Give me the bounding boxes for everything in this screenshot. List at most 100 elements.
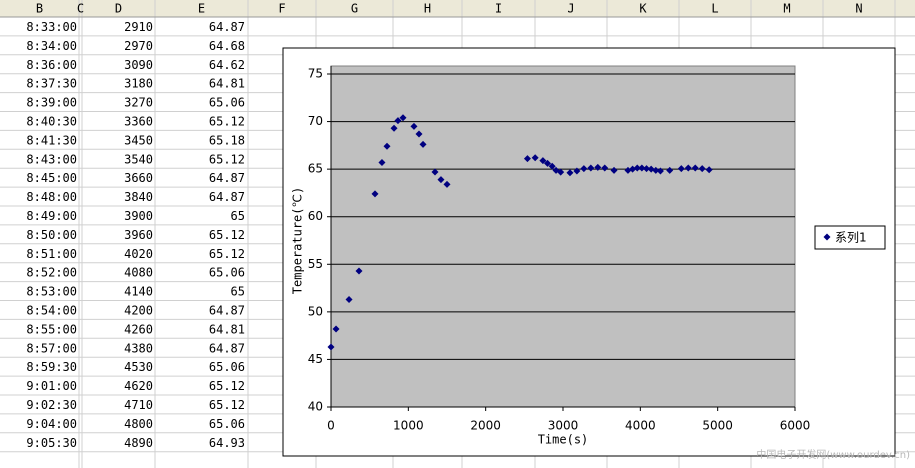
- column-header[interactable]: N: [855, 2, 862, 16]
- cell[interactable]: 65: [231, 209, 245, 223]
- column-header[interactable]: D: [115, 2, 122, 16]
- cell[interactable]: 64.68: [209, 39, 245, 53]
- cell[interactable]: 4380: [124, 341, 153, 355]
- cell[interactable]: 8:52:00: [26, 266, 77, 280]
- cell[interactable]: 64.81: [209, 77, 245, 91]
- point: [684, 164, 692, 172]
- cell[interactable]: 65.18: [209, 133, 245, 147]
- column-header[interactable]: M: [783, 2, 790, 16]
- cell[interactable]: 4080: [124, 266, 153, 280]
- column-header[interactable]: C: [77, 2, 84, 16]
- cell[interactable]: 64.93: [209, 436, 245, 450]
- cell[interactable]: 8:48:00: [26, 190, 77, 204]
- cell[interactable]: 8:37:30: [26, 77, 77, 91]
- point: [390, 124, 398, 132]
- cell[interactable]: 65.12: [209, 398, 245, 412]
- cell[interactable]: 8:51:00: [26, 247, 77, 261]
- column-header[interactable]: B: [36, 2, 43, 16]
- cell[interactable]: 8:34:00: [26, 39, 77, 53]
- point: [610, 166, 618, 174]
- cell[interactable]: 3360: [124, 114, 153, 128]
- column-header[interactable]: F: [278, 2, 285, 16]
- cell[interactable]: 8:43:00: [26, 152, 77, 166]
- cell[interactable]: 8:59:30: [26, 360, 77, 374]
- column-header[interactable]: K: [639, 2, 647, 16]
- cell[interactable]: 4260: [124, 322, 153, 336]
- x-tick-label: 3000: [548, 419, 579, 433]
- cell[interactable]: 65: [231, 285, 245, 299]
- point: [378, 158, 386, 166]
- point: [633, 164, 641, 172]
- cell[interactable]: 8:39:00: [26, 96, 77, 110]
- cell[interactable]: 9:04:00: [26, 417, 77, 431]
- cell[interactable]: 8:55:00: [26, 322, 77, 336]
- cell[interactable]: 3270: [124, 96, 153, 110]
- cell[interactable]: 9:01:00: [26, 379, 77, 393]
- cell[interactable]: 65.06: [209, 266, 245, 280]
- cell[interactable]: 8:53:00: [26, 285, 77, 299]
- cell[interactable]: 8:54:00: [26, 303, 77, 317]
- cell[interactable]: 8:57:00: [26, 341, 77, 355]
- cell[interactable]: 4710: [124, 398, 153, 412]
- cell[interactable]: 8:36:00: [26, 58, 77, 72]
- cell[interactable]: 65.12: [209, 114, 245, 128]
- cell[interactable]: 64.87: [209, 341, 245, 355]
- x-axis-label: Time(s): [538, 433, 589, 447]
- cell[interactable]: 2910: [124, 20, 153, 34]
- cell[interactable]: 4020: [124, 247, 153, 261]
- column-header[interactable]: I: [495, 2, 502, 16]
- cell[interactable]: 64.62: [209, 58, 245, 72]
- cell[interactable]: 3840: [124, 190, 153, 204]
- point: [698, 165, 706, 173]
- cell[interactable]: 65.12: [209, 228, 245, 242]
- cell[interactable]: 9:02:30: [26, 398, 77, 412]
- cell[interactable]: 8:49:00: [26, 209, 77, 223]
- cell[interactable]: 65.12: [209, 152, 245, 166]
- cell[interactable]: 9:05:30: [26, 436, 77, 450]
- cell[interactable]: 3960: [124, 228, 153, 242]
- point: [587, 164, 595, 172]
- point: [415, 130, 423, 138]
- cell[interactable]: 8:33:00: [26, 20, 77, 34]
- point: [601, 164, 609, 172]
- cell[interactable]: 2970: [124, 39, 153, 53]
- legend-marker: [823, 233, 831, 241]
- cell[interactable]: 64.87: [209, 171, 245, 185]
- cell[interactable]: 64.87: [209, 20, 245, 34]
- column-header[interactable]: L: [711, 2, 718, 16]
- cell[interactable]: 64.87: [209, 303, 245, 317]
- cell[interactable]: 4530: [124, 360, 153, 374]
- cell[interactable]: 8:45:00: [26, 171, 77, 185]
- cell[interactable]: 3180: [124, 77, 153, 91]
- cell[interactable]: 8:41:30: [26, 133, 77, 147]
- cell[interactable]: 3540: [124, 152, 153, 166]
- plot-area: [330, 65, 796, 408]
- cell[interactable]: 4800: [124, 417, 153, 431]
- point: [566, 169, 574, 177]
- cell[interactable]: 4200: [124, 303, 153, 317]
- x-tick-label: 4000: [625, 419, 656, 433]
- column-header[interactable]: G: [351, 2, 358, 16]
- cell[interactable]: 4890: [124, 436, 153, 450]
- cell[interactable]: 8:40:30: [26, 114, 77, 128]
- point: [345, 295, 353, 303]
- column-header-bar: [0, 0, 915, 17]
- point: [332, 325, 340, 333]
- cell[interactable]: 4140: [124, 285, 153, 299]
- cell[interactable]: 64.87: [209, 190, 245, 204]
- cell[interactable]: 65.06: [209, 417, 245, 431]
- cell[interactable]: 65.12: [209, 247, 245, 261]
- cell[interactable]: 3090: [124, 58, 153, 72]
- column-header[interactable]: E: [198, 2, 205, 16]
- cell[interactable]: 4620: [124, 379, 153, 393]
- column-header[interactable]: J: [567, 2, 574, 16]
- cell[interactable]: 3450: [124, 133, 153, 147]
- cell[interactable]: 65.06: [209, 96, 245, 110]
- column-header[interactable]: H: [424, 2, 431, 16]
- cell[interactable]: 3900: [124, 209, 153, 223]
- cell[interactable]: 65.06: [209, 360, 245, 374]
- cell[interactable]: 3660: [124, 171, 153, 185]
- cell[interactable]: 64.81: [209, 322, 245, 336]
- cell[interactable]: 65.12: [209, 379, 245, 393]
- cell[interactable]: 8:50:00: [26, 228, 77, 242]
